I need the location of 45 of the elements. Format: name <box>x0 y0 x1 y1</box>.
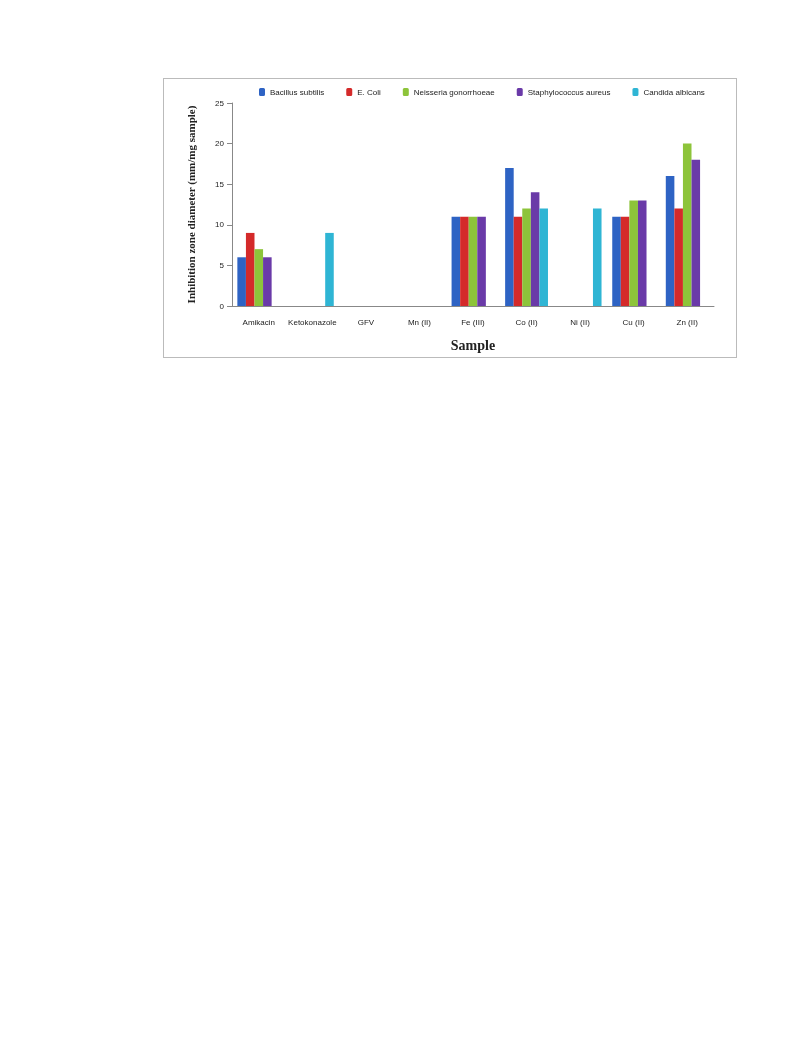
bar <box>637 200 647 306</box>
bar <box>468 216 478 306</box>
bar <box>477 216 486 306</box>
y-tick-label: 20 <box>215 139 225 149</box>
bar <box>539 208 548 306</box>
x-axis-title: Sample <box>450 337 496 353</box>
bar <box>530 192 540 306</box>
legend-label: Staphylococcus aureus <box>527 87 611 97</box>
bar <box>237 257 246 306</box>
x-tick-label: Fe (III) <box>461 317 486 327</box>
y-tick-label: 5 <box>219 260 225 270</box>
bar <box>629 200 638 306</box>
legend-label: Neisseria gonorrhoeae <box>413 87 496 97</box>
y-tick-label: 15 <box>215 179 225 189</box>
bar <box>513 216 523 306</box>
bar <box>325 232 334 306</box>
x-tick-label: Ketokonazole <box>288 317 338 327</box>
x-tick-label: Ni (II) <box>570 317 591 327</box>
legend-label: Candida albicans <box>643 87 705 97</box>
bar <box>460 216 469 306</box>
y-tick-label: 25 <box>215 98 225 108</box>
y-axis-title: Inhibition zone diameter (mm/mg sample) <box>184 105 198 304</box>
bar <box>592 208 602 306</box>
x-tick-label: GFV <box>357 317 375 327</box>
legend-label: E. Coli <box>357 87 382 97</box>
bar <box>451 216 461 306</box>
bar <box>620 216 630 306</box>
x-tick-label: Co (II) <box>515 317 538 327</box>
bar <box>505 167 514 306</box>
bar <box>254 249 264 306</box>
x-tick-label: Cu (II) <box>622 317 646 327</box>
bar <box>674 208 683 306</box>
legend-label: Bacillus subtilis <box>270 87 325 97</box>
bar <box>665 176 675 306</box>
bar <box>263 257 272 306</box>
bar <box>612 216 621 306</box>
bar <box>691 159 701 306</box>
y-tick-label: 0 <box>219 301 225 311</box>
x-tick-label: Zn (II) <box>676 317 699 327</box>
bar <box>522 208 531 306</box>
bar <box>682 143 692 306</box>
bar <box>245 232 255 306</box>
y-tick-label: 10 <box>215 220 225 230</box>
x-tick-label: Amikacin <box>242 317 275 327</box>
x-tick-label: Mn (II) <box>407 317 432 327</box>
